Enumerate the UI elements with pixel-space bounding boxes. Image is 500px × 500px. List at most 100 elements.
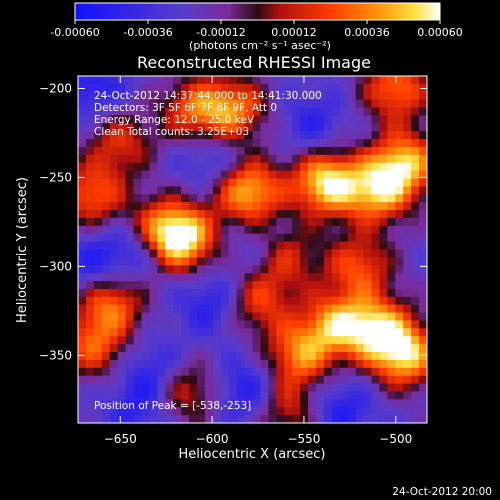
heatmap-cell [204, 154, 214, 164]
heatmap-cell [244, 257, 254, 266]
heatmap-cell [403, 359, 412, 369]
heatmap-cell [149, 107, 158, 117]
heatmap-cell [403, 146, 412, 156]
heatmap-cell [212, 178, 222, 188]
heatmap-cell [141, 336, 150, 345]
heatmap-cell [300, 265, 309, 274]
heatmap-cell [125, 83, 135, 93]
heatmap-cell [117, 391, 127, 400]
heatmap-cell [300, 241, 309, 251]
heatmap-cell [411, 83, 420, 93]
heatmap-cell [196, 352, 206, 361]
heatmap-cell [300, 186, 309, 195]
heatmap-cell [395, 131, 404, 140]
heatmap-cell [236, 154, 246, 164]
heatmap-cell [85, 210, 95, 219]
heatmap-cell [363, 123, 373, 132]
heatmap-cell [292, 249, 301, 258]
heatmap-cell [165, 320, 174, 329]
heatmap-cell [284, 241, 293, 251]
heatmap-cell [157, 146, 166, 156]
heatmap-cell [78, 233, 87, 243]
heatmap-cell [109, 375, 119, 385]
heatmap-cell [244, 383, 254, 393]
heatmap-cell [212, 91, 222, 101]
heatmap-cell [355, 265, 365, 274]
heatmap-cell [220, 352, 230, 361]
heatmap-cell [141, 91, 150, 101]
info-counts: Clean Total counts: 3.25E+03 [94, 126, 249, 138]
heatmap-cell [173, 304, 182, 314]
heatmap-cell [260, 162, 269, 172]
heatmap-cell [411, 399, 420, 408]
heatmap-cell [173, 312, 182, 322]
heatmap-cell [379, 154, 388, 164]
heatmap-cell [196, 225, 206, 235]
heatmap-cell [323, 265, 333, 274]
heatmap-cell [363, 202, 373, 211]
heatmap-cell [117, 139, 127, 148]
heatmap-cell [395, 123, 404, 132]
heatmap-cell [268, 415, 277, 423]
heatmap-cell [371, 91, 381, 101]
heatmap-cell [395, 399, 404, 408]
heatmap-cell [371, 367, 381, 377]
heatmap-cell [212, 139, 222, 148]
heatmap-cell [331, 76, 341, 85]
heatmap-cell [189, 131, 198, 140]
heatmap-cell [125, 304, 135, 314]
heatmap-cell [268, 178, 277, 188]
heatmap-cell [260, 146, 269, 156]
heatmap-cell [228, 123, 238, 132]
heatmap-cell [284, 99, 293, 109]
heatmap-cell [395, 107, 404, 117]
heatmap-cell [284, 217, 293, 227]
heatmap-cell [93, 328, 103, 337]
colorbar-tick-label: -0.00060 [50, 26, 99, 39]
heatmap-cell [268, 344, 277, 353]
heatmap-cell [101, 123, 111, 132]
heatmap-cell [268, 399, 277, 408]
heatmap-cell [141, 383, 150, 393]
heatmap-cell [85, 344, 95, 353]
heatmap-cell [189, 375, 198, 385]
heatmap-cell [244, 407, 254, 416]
heatmap-cell [165, 407, 174, 416]
heatmap-cell [308, 170, 317, 180]
heatmap-cell [379, 328, 388, 337]
heatmap-cell [196, 273, 206, 282]
heatmap-cell [78, 367, 87, 377]
heatmap-cell [244, 76, 254, 85]
heatmap-cell [157, 186, 166, 195]
heatmap-cell [331, 107, 341, 117]
heatmap-cell [78, 76, 87, 85]
heatmap-cell [93, 273, 103, 282]
heatmap-cell [236, 99, 246, 109]
heatmap-cell [244, 178, 254, 188]
heatmap-cell [181, 217, 190, 227]
heatmap-cell [244, 375, 254, 385]
heatmap-cell [347, 186, 357, 195]
heatmap-cell [331, 154, 341, 164]
heatmap-cell [189, 241, 198, 251]
heatmap-cell [411, 265, 420, 274]
heatmap-cell [331, 296, 341, 306]
heatmap-cell [189, 178, 198, 188]
heatmap-cell [244, 123, 254, 132]
heatmap-cell [268, 336, 277, 345]
heatmap-cell [204, 383, 214, 393]
heatmap-cell [228, 233, 238, 243]
heatmap-cell [165, 107, 174, 117]
heatmap-cell [165, 225, 174, 235]
heatmap-cell [268, 162, 277, 172]
heatmap-cell [268, 91, 277, 101]
heatmap-cell [347, 139, 357, 148]
heatmap-cell [125, 115, 135, 124]
heatmap-cell [371, 83, 381, 93]
heatmap-cell [379, 296, 388, 306]
heatmap-cell [355, 83, 365, 93]
heatmap-cell [371, 178, 381, 188]
heatmap-cell [78, 359, 87, 369]
heatmap-cell [284, 281, 293, 290]
heatmap-cell [252, 320, 262, 329]
